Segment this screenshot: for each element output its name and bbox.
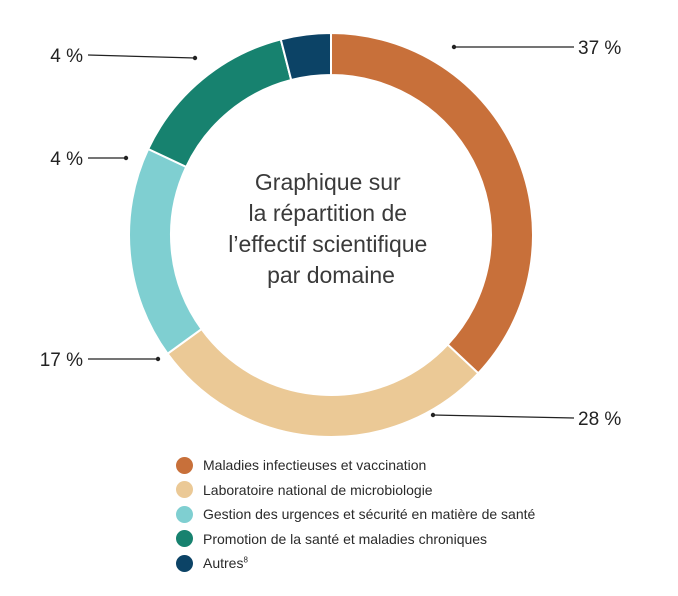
legend-label: Gestion des urgences et sécurité en mati… — [203, 506, 536, 522]
donut-slices — [128, 31, 535, 438]
legend-item-gestion-urgences: Gestion des urgences et sécurité en mati… — [176, 504, 535, 524]
center-title-line: l’effectif scientifique — [228, 231, 427, 257]
legend-label: Promotion de la santé et maladies chroni… — [203, 530, 488, 547]
percentage-labels: 37 % 28 % 17 % 4 % 4 % — [40, 38, 622, 430]
legend-item-autres: Autres8 — [176, 553, 535, 573]
legend-label: Maladies infectieuses et vaccination — [203, 457, 427, 473]
center-title: Graphique sur la répartition de l’effect… — [228, 169, 433, 288]
leader-line — [87, 54, 196, 59]
legend-swatch — [176, 554, 193, 572]
leader-dot — [451, 44, 457, 50]
percentage-label: 4 % — [50, 149, 83, 170]
legend-swatch — [176, 505, 193, 523]
leader-dot — [123, 155, 129, 161]
donut-slice — [128, 147, 203, 356]
leader-dot — [192, 55, 198, 61]
leader-dot — [430, 412, 436, 418]
legend-swatch — [176, 530, 193, 547]
legend-label: Autres8 — [203, 555, 248, 571]
leader-dot — [155, 356, 161, 362]
center-title-line: par domaine — [267, 262, 395, 288]
percentage-label: 37 % — [578, 38, 621, 59]
donut-slice — [146, 38, 293, 169]
donut-slice — [166, 327, 480, 438]
donut-slice — [279, 31, 332, 82]
legend-item-maladies-infectieuses: Maladies infectieuses et vaccination — [176, 455, 535, 475]
legend-label: Laboratoire national de microbiologie — [203, 481, 433, 498]
leader-line — [432, 414, 575, 419]
legend-swatch — [176, 481, 193, 498]
percentage-label: 4 % — [50, 46, 83, 67]
legend-item-laboratoire-national: Laboratoire national de microbiologie — [176, 480, 535, 500]
legend-label-text: Autres — [203, 555, 244, 571]
percentage-label: 17 % — [40, 350, 83, 371]
legend-swatch — [176, 456, 193, 474]
center-title-line: Graphique sur — [255, 169, 401, 195]
percentage-label: 28 % — [578, 409, 621, 430]
center-title-line: la répartition de — [249, 200, 408, 226]
legend-item-promotion-sante: Promotion de la santé et maladies chroni… — [176, 529, 535, 549]
leader-lines — [87, 44, 575, 419]
footnote-marker: 8 — [243, 555, 248, 565]
legend: Maladies infectieuses et vaccination Lab… — [176, 455, 535, 573]
